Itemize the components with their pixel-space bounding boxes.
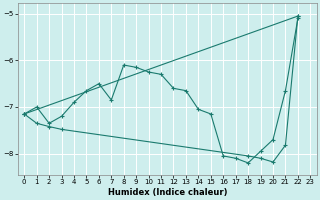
X-axis label: Humidex (Indice chaleur): Humidex (Indice chaleur) bbox=[108, 188, 227, 197]
